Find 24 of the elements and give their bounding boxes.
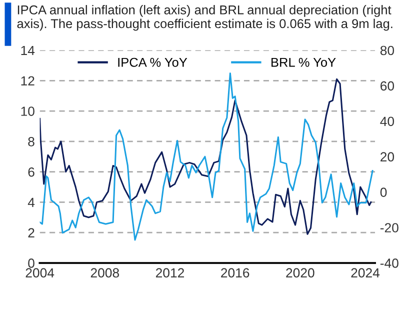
legend-label: BRL % YoY	[272, 58, 336, 67]
y2-tick-label: 0	[380, 188, 387, 197]
x-tick-label: 2024	[351, 268, 380, 278]
y-tick-label: 8	[28, 136, 34, 146]
y-tick-label: 0	[28, 258, 34, 268]
y2-tick-label: 80	[380, 46, 394, 56]
x-tick-label: 2004	[26, 268, 54, 278]
y-tick-label: 10	[21, 106, 34, 116]
y2-tick-label: 40	[380, 116, 394, 126]
y-tick-label: 4	[28, 198, 35, 207]
chart-title: IPCA annual inflation (left axis) and BRL annual depreciation (right axis). The pass-thought coefficient estimate is 0.065 with a 9m lag.	[17, 5, 392, 31]
x-tick-label: 2008	[90, 268, 119, 278]
y2-tick-label: -20	[380, 223, 398, 232]
x-tick-label: 2020	[286, 268, 314, 278]
y-tick-label: 2	[28, 228, 34, 238]
x-tick-label: 2016	[221, 268, 250, 278]
y-tick-label: 14	[21, 46, 35, 56]
y2-tick-label: 20	[380, 152, 394, 162]
x-tick-label: 2012	[156, 268, 184, 278]
y2-tick-label: -40	[380, 258, 398, 268]
y2-tick-label: 60	[380, 81, 394, 91]
legend-label: IPCA % YoY	[118, 58, 188, 67]
y-tick-label: 6	[28, 167, 34, 177]
y-tick-label: 12	[21, 76, 34, 86]
